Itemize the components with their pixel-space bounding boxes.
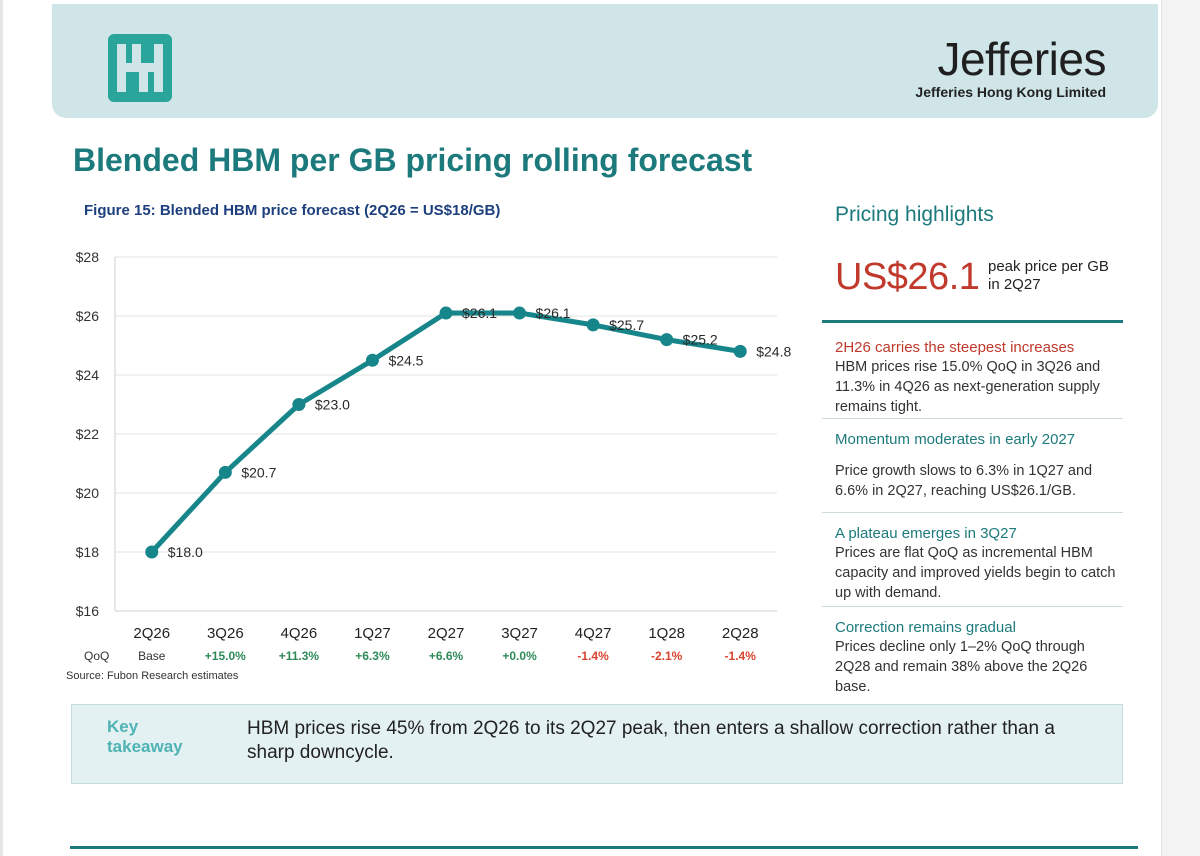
qoq-value: Base — [138, 649, 166, 663]
y-tick-label: $28 — [76, 249, 100, 265]
highlight-heading: 2H26 carries the steepest increases — [835, 339, 1075, 356]
highlight-heading: Correction remains gradual — [835, 619, 1016, 636]
x-tick-label: 2Q27 — [428, 625, 465, 642]
qoq-value: -2.1% — [651, 649, 683, 663]
y-tick-label: $16 — [76, 603, 100, 619]
highlight-item: Correction remains gradual Prices decline… — [822, 618, 1123, 697]
highlight-item: 2H26 carries the steepest increases HBM p… — [822, 338, 1123, 417]
panel-divider — [822, 320, 1123, 323]
figure-title: Figure 15: Blended HBM price forecast (2… — [84, 202, 501, 219]
highlight-body: Prices are flat QoQ as incremental HBM c… — [835, 545, 1116, 601]
qoq-value: +6.3% — [355, 649, 390, 663]
qoq-value: +6.6% — [429, 649, 464, 663]
x-tick-label: 3Q26 — [207, 625, 244, 642]
data-label: $25.7 — [609, 317, 644, 333]
key-takeaway-label: Key takeaway — [107, 717, 183, 756]
footer-rule — [70, 846, 1138, 849]
data-point — [660, 333, 674, 347]
highlight-item: A plateau emerges in 3Q27 Prices are flat… — [822, 524, 1123, 603]
company-subname: Jefferies Hong Kong Limited — [915, 84, 1106, 100]
data-label: $25.2 — [683, 332, 718, 348]
y-tick-label: $24 — [76, 367, 100, 383]
data-label: $23.0 — [315, 397, 350, 413]
data-point — [292, 398, 306, 411]
data-label: $26.1 — [536, 305, 571, 321]
x-tick-label: 4Q26 — [281, 625, 318, 642]
highlight-heading: A plateau emerges in 3Q27 — [835, 525, 1017, 542]
page-edge-right — [1161, 0, 1200, 856]
x-tick-label: 1Q28 — [648, 625, 685, 642]
data-label: $24.5 — [388, 352, 423, 368]
qoq-value: +0.0% — [502, 649, 537, 663]
highlight-body: Price growth slows to 6.3% in 1Q27 and 6… — [835, 463, 1093, 499]
peak-price-value: US$26.1 — [835, 256, 980, 298]
pricing-highlights-title: Pricing highlights — [835, 203, 994, 226]
data-label: $26.1 — [462, 305, 497, 321]
qoq-value: -1.4% — [725, 649, 757, 663]
data-label: $20.7 — [241, 464, 276, 480]
highlight-separator — [822, 606, 1123, 607]
qoq-value: -1.4% — [577, 649, 609, 663]
page-title: Blended HBM per GB pricing rolling forec… — [73, 142, 753, 178]
x-tick-label: 4Q27 — [575, 625, 612, 642]
y-tick-label: $26 — [76, 308, 100, 324]
data-point — [513, 306, 527, 320]
data-point — [586, 318, 600, 332]
highlight-body: HBM prices rise 15.0% QoQ in 3Q26 and 11… — [835, 359, 1101, 415]
series-line — [149, 310, 743, 555]
highlight-separator — [822, 418, 1123, 419]
data-point — [218, 465, 232, 479]
qoq-value: +15.0% — [205, 649, 246, 663]
key-takeaway-box: Key takeaway HBM prices rise 45% from 2Q… — [71, 704, 1123, 784]
source-note: Source: Fubon Research estimates — [66, 670, 239, 682]
data-label: $24.8 — [756, 343, 791, 359]
x-tick-label: 2Q26 — [133, 625, 170, 642]
y-tick-label: $22 — [76, 426, 100, 442]
company-name: Jefferies — [937, 33, 1106, 85]
highlight-heading: Momentum moderates in early 2027 — [835, 431, 1076, 448]
qoq-row-label: QoQ — [84, 649, 109, 663]
peak-price-description: peak price per GB in 2Q27 — [988, 258, 1109, 293]
fubon-logo-icon — [108, 34, 172, 107]
x-tick-label: 1Q27 — [354, 625, 391, 642]
qoq-value: +11.3% — [279, 649, 320, 663]
data-point — [365, 353, 379, 367]
page-edge-left — [0, 0, 3, 856]
data-point — [145, 545, 159, 559]
price-forecast-chart: $16 $18 $20 $22 $24 $26 $28 $18.0 $20.7 $23.0 $24.… — [76, 249, 792, 663]
key-takeaway-text: HBM prices rise 45% from 2Q26 to its 2Q2… — [247, 718, 1055, 763]
data-point — [733, 344, 747, 358]
x-tick-label: 2Q28 — [722, 625, 759, 642]
data-point — [439, 306, 453, 320]
x-tick-label: 3Q27 — [501, 625, 538, 642]
data-label: $18.0 — [168, 544, 203, 560]
highlight-separator — [822, 512, 1123, 513]
y-tick-label: $20 — [76, 485, 100, 501]
header-band: Jefferies Jefferies Hong Kong Limited — [52, 4, 1158, 118]
y-tick-label: $18 — [76, 544, 100, 560]
highlight-item: Momentum moderates in early 2027 Price gr… — [822, 430, 1123, 501]
highlight-body: Prices decline only 1–2% QoQ through 2Q2… — [835, 639, 1088, 695]
